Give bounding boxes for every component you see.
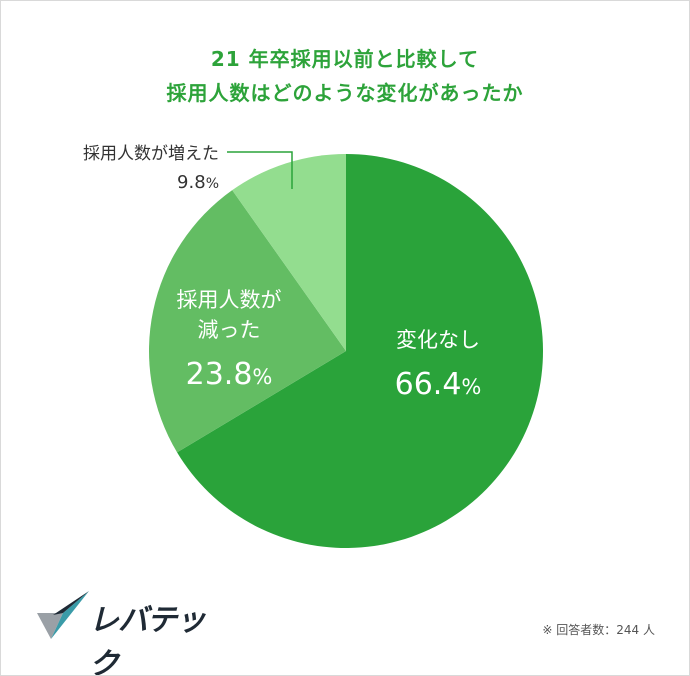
pie-slice-0 [177,154,544,548]
pie-slice-2 [232,154,346,351]
pie-slice-1 [149,190,346,453]
logo-wordmark: レバテック [89,603,206,676]
slice-label-no-change: 変化なし [396,328,480,352]
slice-label-decreased-line-2: 減った [198,318,261,342]
respondent-count-note: ※ 回答者数：244 人 [542,623,655,637]
chart-title-line-1: 21 年卒採用以前と比較して [210,47,480,71]
leader-line [227,151,293,189]
chart-title-line-2: 採用人数はどのような変化があったか [166,81,524,105]
slice-label-decreased-line-1: 採用人数が [177,288,282,312]
slice-value-increased: 9.8% [177,172,219,193]
levtech-logo: レバテック [33,589,223,675]
slice-value-decreased: 23.8% [186,357,273,392]
slice-value-no-change: 66.4% [395,367,482,402]
slice-label-increased: 採用人数が増えた [83,144,219,164]
logo-mark-icon [37,591,89,639]
